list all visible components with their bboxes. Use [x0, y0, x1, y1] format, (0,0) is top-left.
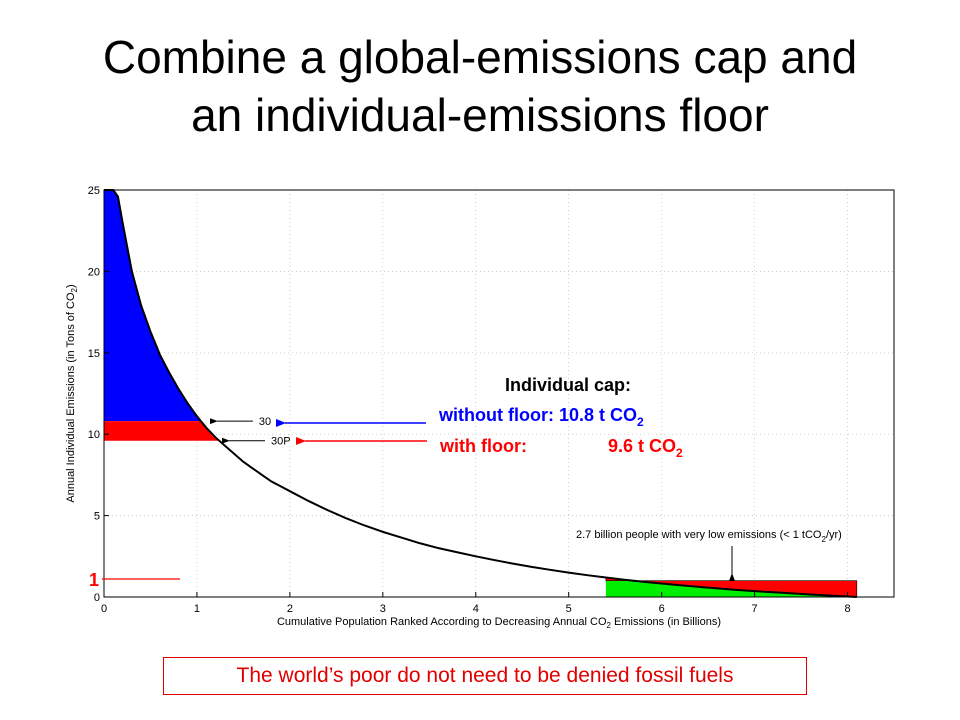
y-tick-label: 5 — [94, 511, 100, 523]
x-tick-label: 7 — [752, 603, 758, 615]
tick-layer: 0 1 2 3 4 5 6 7 8 0 5 10 15 20 25 — [88, 185, 851, 615]
low-emitters-note: 2.7 billion people with very low emissio… — [576, 529, 842, 544]
x-tick-label: 1 — [194, 603, 200, 615]
y-tick-label: 15 — [88, 348, 100, 360]
cap-without-floor-label: without floor: 10.8 t CO2 — [438, 405, 644, 429]
y-axis-label: Annual Individual Emissions (in Tons of … — [65, 284, 79, 502]
red-cap-band — [104, 421, 220, 441]
y-tick-label: 10 — [88, 429, 100, 441]
cap-with-floor-value: 9.6 t CO2 — [608, 436, 683, 460]
y-tick-label: 25 — [88, 185, 100, 197]
x-tick-label: 4 — [473, 603, 479, 615]
emissions-curve — [104, 189, 857, 598]
floor-value-label: 1 — [89, 570, 99, 590]
y-tick-label: 20 — [88, 266, 100, 278]
x-tick-label: 6 — [659, 603, 665, 615]
cap-with-floor-label: with floor: — [439, 436, 527, 456]
cap-annotation-title: Individual cap: — [505, 375, 631, 395]
x-tick-label: 8 — [844, 603, 850, 615]
blue-excess-area — [104, 190, 201, 422]
green-low-emitters-area — [605, 577, 857, 597]
title-line-2: an individual-emissions floor — [191, 89, 769, 141]
x-tick-label: 5 — [566, 603, 572, 615]
x-tick-label: 2 — [287, 603, 293, 615]
curve-point-label: 30 — [259, 416, 271, 428]
x-axis-label: Cumulative Population Ranked According t… — [277, 616, 721, 630]
plot-frame — [103, 189, 895, 598]
footer-note: The world’s poor do not need to be denie… — [163, 657, 807, 695]
curve-point-label: 30P — [271, 436, 291, 448]
x-tick-label: 0 — [101, 603, 107, 615]
title-line-1: Combine a global-emissions cap and — [102, 31, 858, 83]
y-tick-label: 0 — [94, 592, 100, 604]
slide-title: Combine a global-emissions cap and an in… — [0, 28, 960, 144]
x-tick-label: 3 — [380, 603, 386, 615]
